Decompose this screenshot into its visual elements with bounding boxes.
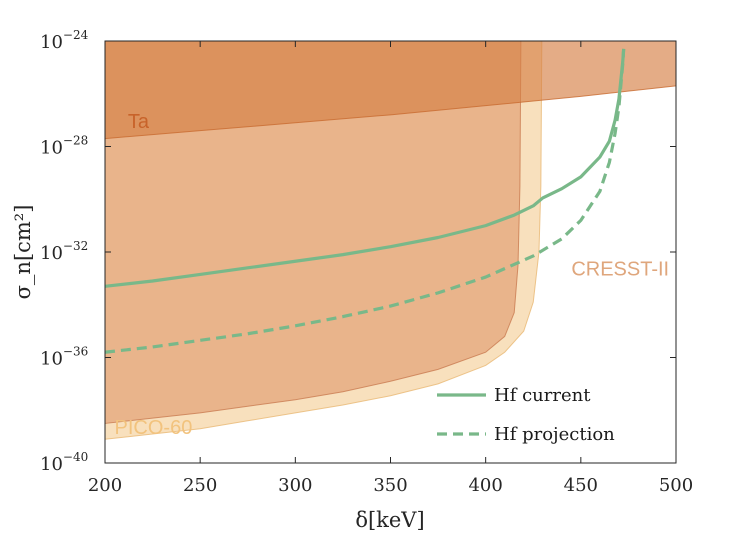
data-series bbox=[104, 48, 626, 354]
series-hf-projection bbox=[104, 48, 626, 354]
legend: Hf current Hf projection bbox=[437, 385, 615, 445]
region-edge-ta bbox=[104, 85, 677, 140]
x-tick-label: 250 bbox=[183, 475, 217, 496]
region-edge-cresst-ii bbox=[104, 40, 522, 424]
x-tick-label: 300 bbox=[278, 475, 312, 496]
region-ta bbox=[105, 41, 676, 139]
region-edge-pico-60 bbox=[104, 40, 543, 440]
y-tick-label: 10−40 bbox=[40, 450, 88, 475]
x-tick-label: 450 bbox=[564, 475, 598, 496]
legend-label-hf-projection: Hf projection bbox=[494, 424, 615, 445]
label-ta: Ta bbox=[128, 111, 150, 133]
x-tick-label: 350 bbox=[373, 475, 407, 496]
x-tick-label: 400 bbox=[468, 475, 502, 496]
y-tick-label: 10−36 bbox=[40, 345, 88, 370]
y-tick-label: 10−28 bbox=[40, 134, 88, 159]
x-tick-label: 200 bbox=[88, 475, 122, 496]
axis-ticks: 200 250 300 350 400 450 500 10−24 10−28 10−32 10−3… bbox=[40, 28, 693, 496]
legend-label-hf-current: Hf current bbox=[494, 385, 591, 406]
y-tick-label: 10−24 bbox=[40, 28, 89, 53]
x-tick-label: 500 bbox=[659, 475, 693, 496]
exclusion-regions bbox=[104, 40, 677, 440]
x-axis-title: δ[keV] bbox=[355, 508, 424, 532]
y-tick-label: 10−32 bbox=[40, 239, 88, 264]
region-labels: Ta CRESST-II PICO-60 bbox=[115, 111, 670, 439]
series-hf-current bbox=[104, 48, 626, 288]
label-cresst-ii: CRESST-II bbox=[571, 259, 669, 281]
region-cresst-ii bbox=[105, 41, 521, 424]
y-axis-title: σ_n[cm²] bbox=[11, 205, 35, 300]
label-pico-60: PICO-60 bbox=[115, 417, 193, 439]
